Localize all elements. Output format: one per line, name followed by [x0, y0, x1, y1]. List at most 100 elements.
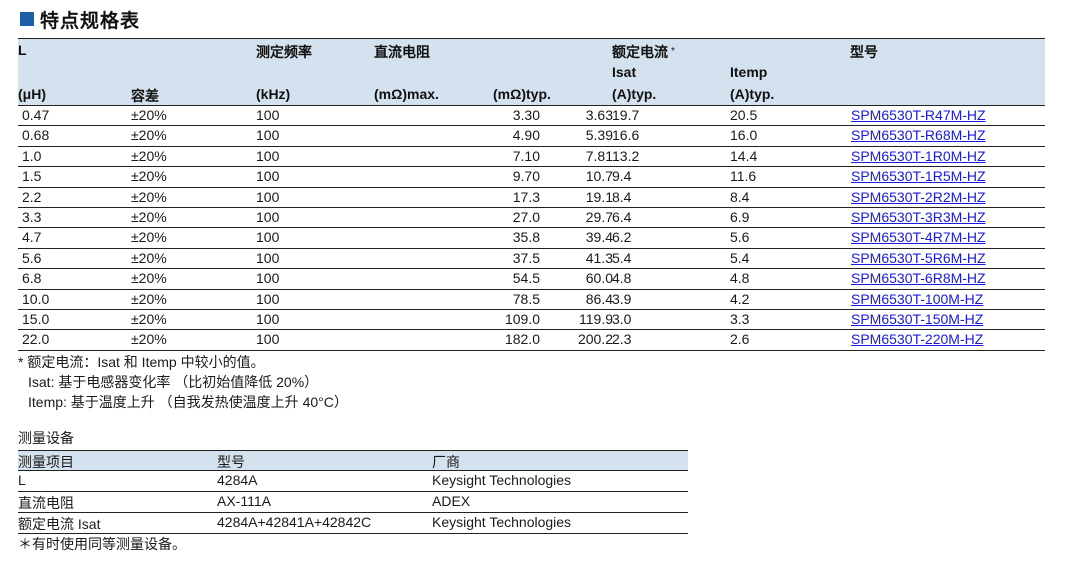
header-part: 型号 — [850, 44, 878, 60]
cell-itemp: 6.9 — [730, 208, 750, 225]
part-number-link[interactable]: SPM6530T-R47M-HZ — [851, 107, 986, 123]
cell-isat: 5.4 — [612, 249, 632, 266]
cell-f: 100 — [256, 147, 280, 164]
cell-f: 100 — [256, 310, 280, 327]
measure-maker: Keysight Technologies — [432, 472, 572, 488]
cell-itemp: 16.0 — [730, 127, 758, 144]
measure-row: 额定电流 Isat 4284A+42841A+42842C Keysight Tec… — [18, 513, 688, 534]
cell-typ: 109.0 — [504, 310, 540, 327]
cell-f: 100 — [256, 127, 280, 144]
part-number-link[interactable]: SPM6530T-100M-HZ — [851, 290, 984, 307]
part-number-link[interactable]: SPM6530T-R68M-HZ — [851, 127, 986, 144]
cell-isat: 9.4 — [612, 168, 632, 185]
part-number-link[interactable]: SPM6530T-4R7M-HZ — [851, 229, 986, 246]
cell-typ: 4.90 — [512, 127, 540, 144]
table-row: 22.0 ±20% 100 200.2 182.0 2.3 2.6 SPM6530T-220M… — [18, 330, 1045, 351]
table-row: 1.0 ±20% 100 7.81 7.10 13.2 14.4 SPM6530T-1R0M-… — [18, 147, 1045, 168]
cell-tol: ±20% — [131, 229, 167, 246]
cell-itemp: 14.4 — [730, 147, 758, 164]
cell-l: 5.6 — [22, 249, 42, 266]
cell-tol: ±20% — [131, 147, 167, 164]
cell-l: 1.5 — [22, 168, 42, 185]
cell-typ: 3.30 — [512, 107, 540, 123]
part-number-link[interactable]: SPM6530T-1R5M-HZ — [851, 168, 986, 185]
cell-tol: ±20% — [131, 208, 167, 225]
section-title: 特点规格表 — [20, 6, 140, 32]
cell-l: 3.3 — [22, 208, 42, 225]
cell-f: 100 — [256, 290, 280, 307]
cell-l: 0.68 — [22, 127, 50, 144]
cell-l: 2.2 — [22, 188, 42, 205]
cell-typ: 27.0 — [512, 208, 540, 225]
measure-header-model: 型号 — [217, 454, 245, 470]
header-isat-unit: (A)typ. — [612, 86, 657, 102]
part-number-link[interactable]: SPM6530T-220M-HZ — [851, 331, 984, 348]
cell-l: 4.7 — [22, 229, 42, 246]
cell-itemp: 11.6 — [730, 168, 757, 185]
cell-tol: ±20% — [131, 249, 167, 266]
part-number-link[interactable]: SPM6530T-3R3M-HZ — [851, 208, 986, 225]
cell-isat: 3.9 — [612, 290, 632, 307]
part-number-link[interactable]: SPM6530T-6R8M-HZ — [851, 270, 986, 287]
measure-table-header: 测量项目 型号 厂商 — [18, 450, 688, 471]
measure-header-maker: 厂商 — [432, 454, 460, 470]
table-row: 2.2 ±20% 100 19.1 17.3 8.4 8.4 SPM6530T-2R2M-HZ — [18, 188, 1045, 208]
note-isat: Isat: 基于电感器变化率 （比初始值降低 20%） — [28, 374, 319, 390]
header-uh: (μH) — [18, 86, 46, 102]
measure-model: 4284A — [217, 472, 258, 488]
note-itemp: Itemp: 基于温度上升 （自我发热使温度上升 40°C） — [28, 394, 348, 410]
cell-isat: 6.2 — [612, 229, 632, 246]
cell-typ: 35.8 — [512, 229, 540, 246]
spec-table-body: 0.47 ±20% 100 3.63 3.30 19.7 20.5 SPM6530T-R47M… — [18, 106, 1045, 351]
measure-table-body: L 4284A Keysight Technologies 直流电阻 AX-111A AD… — [18, 471, 688, 534]
cell-f: 100 — [256, 208, 280, 225]
cell-typ: 7.10 — [512, 147, 540, 164]
header-rated-mark: * — [671, 46, 675, 57]
cell-l: 15.0 — [22, 310, 50, 327]
spec-table-header: L 测定频率 直流电阻 额定电流 * 型号 Isat Itemp (μH) 容差 … — [18, 38, 1045, 106]
cell-l: 10.0 — [22, 290, 50, 307]
measure-table: 测量项目 型号 厂商 L 4284A Keysight Technologies 直流… — [18, 450, 688, 534]
cell-f: 100 — [256, 229, 280, 246]
cell-max: 60.0 — [585, 270, 613, 287]
cell-l: 6.8 — [22, 270, 42, 287]
header-itemp: Itemp — [730, 64, 768, 80]
cell-isat: 13.2 — [612, 147, 640, 164]
cell-f: 100 — [256, 168, 280, 185]
header-isat: Isat — [612, 64, 637, 80]
cell-max: 19.1 — [585, 188, 613, 205]
cell-itemp: 4.8 — [730, 270, 750, 287]
cell-typ: 54.5 — [512, 270, 540, 287]
measure-row: 直流电阻 AX-111A ADEX — [18, 492, 688, 513]
cell-max: 39.4 — [585, 229, 613, 246]
measure-footnote: ＊有时使用同等测量设备。 — [18, 536, 186, 552]
header-itemp-unit: (A)typ. — [730, 86, 775, 102]
cell-typ: 17.3 — [512, 188, 540, 205]
measure-title: 测量设备 — [18, 430, 74, 446]
cell-isat: 4.8 — [612, 270, 632, 287]
header-freq: 测定频率 — [256, 44, 312, 60]
header-max: (mΩ)max. — [374, 86, 439, 102]
header-khz: (kHz) — [256, 86, 291, 102]
cell-tol: ±20% — [131, 107, 167, 123]
cell-max: 10.7 — [585, 168, 613, 185]
cell-itemp: 4.2 — [730, 290, 750, 307]
cell-isat: 6.4 — [612, 208, 632, 225]
table-row: 3.3 ±20% 100 29.7 27.0 6.4 6.9 SPM6530T-3R3M-HZ — [18, 208, 1045, 229]
note-rated: * 额定电流：Isat 和 Itemp 中较小的值。 — [18, 354, 265, 370]
measure-item: 直流电阻 — [18, 495, 74, 511]
cell-typ: 78.5 — [512, 290, 540, 307]
part-number-link[interactable]: SPM6530T-5R6M-HZ — [851, 249, 986, 266]
cell-l: 22.0 — [22, 331, 50, 348]
cell-isat: 16.6 — [612, 127, 640, 144]
table-row: 6.8 ±20% 100 60.0 54.5 4.8 4.8 SPM6530T-6R8M-HZ — [18, 269, 1045, 290]
part-number-link[interactable]: SPM6530T-2R2M-HZ — [851, 188, 986, 205]
part-number-link[interactable]: SPM6530T-1R0M-HZ — [851, 147, 986, 164]
cell-f: 100 — [256, 270, 280, 287]
cell-itemp: 5.4 — [730, 249, 750, 266]
part-number-link[interactable]: SPM6530T-150M-HZ — [851, 310, 984, 327]
cell-typ: 37.5 — [512, 249, 540, 266]
measure-item: L — [18, 472, 26, 488]
cell-l: 0.47 — [22, 107, 50, 123]
notes: * 额定电流：Isat 和 Itemp 中较小的值。 Isat: 基于电感器变化… — [18, 352, 348, 412]
